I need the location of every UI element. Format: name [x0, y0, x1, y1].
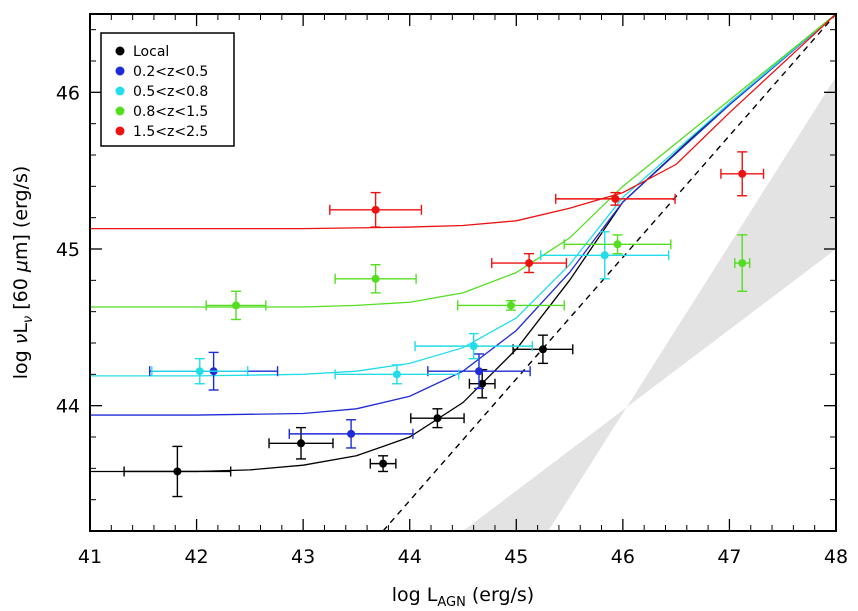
legend-label: 0.5<z<0.8: [133, 84, 208, 100]
data-point: [540, 231, 670, 280]
x-tick-label: 45: [504, 546, 528, 568]
data-point: [268, 426, 334, 460]
data-marker: [738, 169, 747, 178]
legend-label: 0.8<z<1.5: [133, 104, 208, 120]
data-point: [512, 334, 574, 365]
data-point: [491, 252, 568, 274]
y-axis-label-l: L: [10, 323, 32, 334]
data-marker: [195, 367, 204, 376]
data-point: [151, 357, 249, 385]
data-marker: [525, 259, 534, 268]
data-marker: [379, 459, 388, 468]
y-axis-label-mu: μ: [10, 260, 32, 273]
shaded-band: [463, 76, 836, 531]
model-curve: [90, 14, 836, 230]
reference-line-layer: [382, 14, 836, 531]
data-marker: [538, 345, 547, 354]
model-curve: [90, 14, 836, 377]
data-point: [563, 234, 672, 255]
y-axis-label-log: log: [10, 344, 32, 379]
reference-line: [382, 14, 836, 531]
data-marker: [738, 259, 747, 268]
plot-frame: [89, 13, 837, 532]
legend-marker: [115, 86, 125, 96]
data-point: [123, 445, 232, 498]
tick-labels-layer: 41 42 43 44 45 46 47 48 44 45 46: [56, 82, 848, 568]
legend-label: 1.5<z<2.5: [133, 124, 208, 140]
data-point: [329, 191, 423, 228]
legend-label: Local: [133, 44, 169, 60]
data-marker: [392, 370, 401, 379]
legend-marker: [115, 46, 125, 56]
y-axis-label-units: m] (erg/s): [10, 166, 32, 260]
x-tick-label: 46: [611, 546, 635, 568]
data-point: [334, 364, 460, 385]
legend-items: Local 0.2<z<0.5 0.5<z<0.8 0.8<z<1.5 1.5<z<2.…: [115, 44, 208, 140]
legend-marker: [115, 126, 125, 136]
data-point: [414, 332, 533, 360]
data-marker: [506, 301, 515, 310]
y-axis-label-wavelength: [60: [10, 272, 32, 316]
data-marker: [613, 240, 622, 249]
x-tick-label: 44: [398, 546, 422, 568]
data-point: [468, 368, 496, 399]
data-point: [369, 455, 397, 473]
y-tick-label: 44: [56, 396, 80, 418]
legend: Local 0.2<z<0.5 0.5<z<0.8 0.8<z<1.5 1.5<z<2.…: [100, 32, 235, 147]
data-point: [555, 191, 676, 206]
x-tick-label: 41: [78, 546, 102, 568]
data-point: [205, 290, 267, 321]
data-point: [720, 151, 765, 197]
data-point: [456, 300, 565, 311]
legend-marker: [115, 106, 125, 116]
x-tick-label: 48: [824, 546, 848, 568]
data-point: [334, 263, 417, 294]
data-marker: [371, 205, 380, 214]
data-marker: [469, 342, 478, 351]
x-tick-label: 43: [291, 546, 315, 568]
data-marker: [611, 194, 620, 203]
y-tick-label: 46: [56, 82, 80, 104]
data-marker: [297, 439, 306, 448]
y-tick-label: 45: [56, 239, 80, 261]
data-point: [734, 234, 751, 292]
data-marker: [371, 274, 380, 283]
legend-label: 0.2<z<0.5: [133, 64, 208, 80]
data-marker: [232, 301, 241, 310]
data-point: [288, 419, 414, 449]
data-points-layer: [123, 151, 765, 498]
x-tick-label: 42: [184, 546, 208, 568]
data-marker: [478, 379, 487, 388]
data-marker: [474, 367, 483, 376]
shaded-band-layer: [463, 76, 836, 531]
y-axis-label-nu: ν: [10, 333, 32, 344]
x-axis-label-subscript: AGN: [437, 595, 465, 610]
data-point: [410, 408, 465, 429]
legend-marker: [115, 66, 125, 76]
y-axis-label: log νLν [60 μm] (erg/s): [10, 166, 36, 380]
data-marker: [600, 251, 609, 260]
data-marker: [173, 467, 182, 476]
data-point: [427, 353, 531, 390]
x-tick-label: 47: [717, 546, 741, 568]
x-axis-label-units: (erg/s): [466, 584, 534, 606]
x-axis-label: log LAGN (erg/s): [392, 584, 534, 610]
model-curve: [90, 14, 836, 308]
x-axis-label-main: log L: [392, 584, 438, 606]
data-marker: [347, 429, 356, 438]
y-axis-label-nu-subscript: ν: [21, 316, 36, 323]
data-marker: [433, 414, 442, 423]
